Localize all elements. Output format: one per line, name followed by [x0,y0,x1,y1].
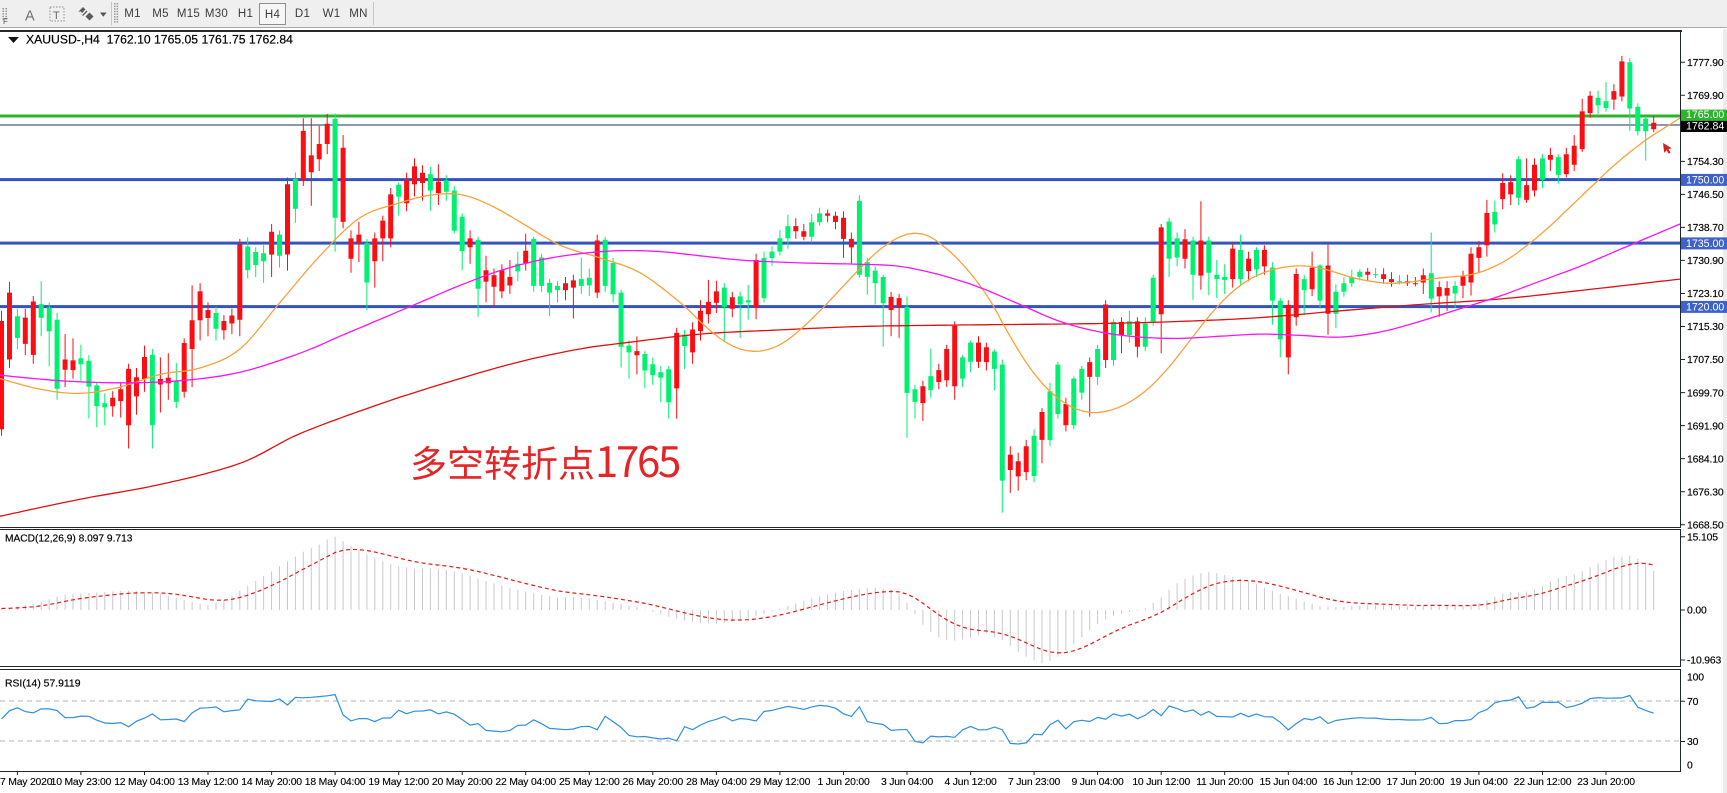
svg-text:A: A [25,9,35,25]
svg-text:1720.00: 1720.00 [1686,301,1724,313]
svg-text:9 Jun 04:00: 9 Jun 04:00 [1072,777,1125,788]
svg-text:-10.963: -10.963 [1687,656,1722,667]
svg-text:22 May 04:00: 22 May 04:00 [495,777,556,788]
svg-text:0: 0 [1687,761,1693,772]
svg-text:7 May 2020: 7 May 2020 [0,777,53,788]
svg-text:1715.30: 1715.30 [1687,322,1724,333]
svg-text:16 Jun 12:00: 16 Jun 12:00 [1323,777,1381,788]
svg-text:17 Jun 20:00: 17 Jun 20:00 [1387,777,1445,788]
svg-text:T: T [53,10,60,22]
svg-text:1750.00: 1750.00 [1686,174,1724,186]
svg-text:1735.00: 1735.00 [1686,238,1724,250]
svg-text:XAUUSD-,H4 1762.10 1765.05 17: XAUUSD-,H4 1762.10 1765.05 1761.75 1762.… [26,33,293,47]
svg-text:1707.50: 1707.50 [1687,355,1724,366]
svg-text:1769.90: 1769.90 [1687,91,1724,102]
svg-text:4 Jun 12:00: 4 Jun 12:00 [945,777,998,788]
svg-text:15.105: 15.105 [1687,532,1718,543]
svg-text:100: 100 [1687,673,1704,684]
svg-text:1765.00: 1765.00 [1686,109,1724,121]
svg-text:0.00: 0.00 [1687,606,1707,617]
svg-text:13 May 12:00: 13 May 12:00 [178,777,239,788]
svg-text:26 May 20:00: 26 May 20:00 [623,777,684,788]
svg-text:23 Jun 20:00: 23 Jun 20:00 [1577,777,1635,788]
svg-text:15 Jun 04:00: 15 Jun 04:00 [1259,777,1317,788]
svg-text:14 May 20:00: 14 May 20:00 [241,777,302,788]
svg-text:19 May 12:00: 19 May 12:00 [368,777,429,788]
svg-text:MACD(12,26,9) 8.097 9.713: MACD(12,26,9) 8.097 9.713 [5,534,133,545]
svg-text:F: F [3,17,8,26]
svg-text:25 May 12:00: 25 May 12:00 [559,777,620,788]
svg-text:28 May 04:00: 28 May 04:00 [686,777,747,788]
svg-text:7 Jun 23:00: 7 Jun 23:00 [1008,777,1061,788]
svg-text:22 Jun 12:00: 22 Jun 12:00 [1514,777,1572,788]
svg-text:1746.50: 1746.50 [1687,190,1724,201]
svg-text:19 Jun 04:00: 19 Jun 04:00 [1450,777,1508,788]
svg-text:1684.10: 1684.10 [1687,454,1724,465]
svg-text:1730.90: 1730.90 [1687,256,1724,267]
svg-text:1 Jun 20:00: 1 Jun 20:00 [817,777,870,788]
svg-text:10 May 23:00: 10 May 23:00 [51,777,112,788]
svg-text:1691.90: 1691.90 [1687,421,1724,432]
svg-text:3 Jun 04:00: 3 Jun 04:00 [881,777,934,788]
svg-text:1676.30: 1676.30 [1687,487,1724,498]
svg-text:18 May 04:00: 18 May 04:00 [305,777,366,788]
svg-text:1668.50: 1668.50 [1687,520,1724,531]
svg-text:11 Jun 20:00: 11 Jun 20:00 [1196,777,1253,788]
svg-text:70: 70 [1687,697,1699,708]
svg-text:1762.84: 1762.84 [1686,120,1724,132]
svg-text:1699.70: 1699.70 [1687,388,1724,399]
svg-text:1777.90: 1777.90 [1687,58,1724,69]
svg-text:10 Jun 12:00: 10 Jun 12:00 [1132,777,1190,788]
svg-text:20 May 20:00: 20 May 20:00 [432,777,493,788]
svg-text:1738.70: 1738.70 [1687,223,1724,234]
svg-text:30: 30 [1687,737,1699,748]
svg-text:12 May 04:00: 12 May 04:00 [114,777,175,788]
svg-text:1723.10: 1723.10 [1687,289,1724,300]
svg-text:RSI(14) 57.9119: RSI(14) 57.9119 [5,679,81,690]
svg-text:1754.30: 1754.30 [1687,157,1724,168]
svg-text:29 May 12:00: 29 May 12:00 [750,777,811,788]
